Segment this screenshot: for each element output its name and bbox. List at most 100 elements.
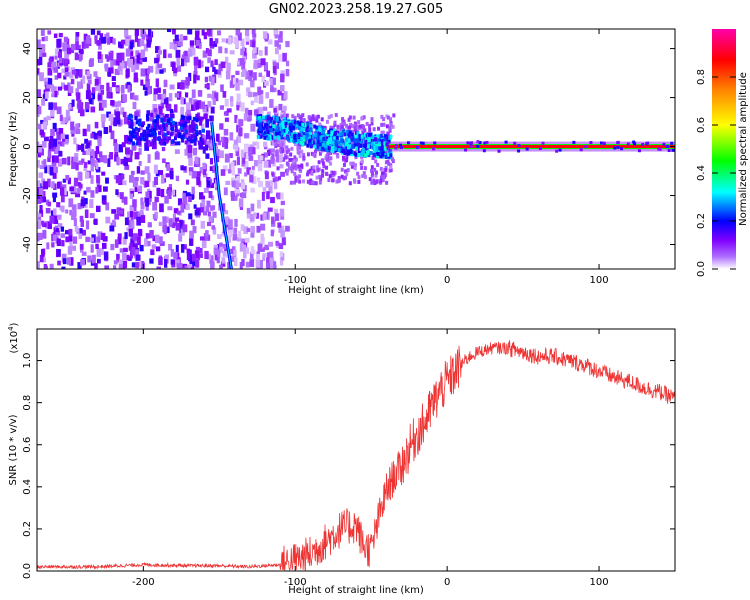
noise-cell bbox=[334, 112, 338, 117]
noise-cell bbox=[124, 38, 130, 47]
noise-cell bbox=[294, 178, 298, 183]
band-cell bbox=[182, 133, 186, 138]
noise-cell bbox=[97, 138, 102, 147]
line-halo-cell bbox=[419, 141, 423, 145]
noise-cell bbox=[201, 29, 205, 36]
noise-cell bbox=[118, 264, 124, 269]
noise-cell bbox=[337, 179, 341, 184]
band-cell bbox=[333, 146, 337, 151]
noise-cell bbox=[95, 163, 99, 170]
noise-cell bbox=[118, 59, 123, 65]
noise-cell bbox=[374, 170, 378, 175]
noise-cell bbox=[231, 249, 237, 257]
band-cell bbox=[198, 130, 202, 135]
noise-cell bbox=[72, 209, 77, 217]
noise-cell bbox=[269, 120, 275, 128]
noise-cell bbox=[101, 99, 107, 108]
noise-cell bbox=[243, 53, 248, 60]
noise-cell bbox=[220, 261, 226, 267]
band-cell bbox=[263, 123, 267, 128]
line-halo-cell bbox=[665, 145, 669, 149]
noise-cell bbox=[163, 97, 169, 105]
noise-cell bbox=[52, 170, 57, 179]
noise-cell bbox=[120, 107, 125, 115]
band-cell bbox=[318, 127, 322, 132]
noise-cell bbox=[177, 39, 183, 47]
band-cell bbox=[174, 121, 178, 126]
noise-cell bbox=[140, 29, 146, 37]
band-cell bbox=[138, 122, 142, 127]
noise-cell bbox=[260, 233, 264, 242]
noise-cell bbox=[52, 138, 58, 147]
band-cell bbox=[312, 134, 316, 139]
band-cell bbox=[361, 148, 365, 153]
noise-cell bbox=[277, 89, 282, 96]
noise-cell bbox=[90, 163, 94, 172]
y-tick-label: 0.0 bbox=[22, 563, 33, 579]
noise-cell bbox=[259, 50, 263, 56]
band-cell bbox=[179, 119, 183, 124]
noise-cell bbox=[306, 170, 310, 175]
noise-cell bbox=[129, 149, 133, 156]
noise-cell bbox=[76, 81, 81, 90]
noise-cell bbox=[110, 118, 115, 126]
band-cell bbox=[179, 123, 183, 128]
band-cell bbox=[369, 150, 373, 155]
noise-cell bbox=[296, 113, 300, 118]
noise-cell bbox=[206, 253, 211, 260]
noise-cell bbox=[344, 169, 348, 174]
noise-cell bbox=[80, 219, 84, 227]
noise-cell bbox=[257, 243, 263, 252]
noise-cell bbox=[224, 153, 230, 163]
noise-cell bbox=[191, 47, 196, 56]
noise-cell bbox=[293, 171, 297, 176]
band-cell bbox=[147, 123, 151, 128]
noise-cell bbox=[199, 192, 204, 200]
band-cell bbox=[321, 140, 325, 145]
band-cell bbox=[374, 143, 378, 148]
band-cell bbox=[297, 139, 301, 144]
line-halo-cell bbox=[613, 146, 617, 150]
noise-cell bbox=[233, 227, 238, 234]
noise-cell bbox=[217, 69, 222, 75]
band-cell bbox=[345, 137, 349, 142]
band-cell bbox=[130, 114, 134, 119]
noise-cell bbox=[75, 162, 79, 171]
noise-cell bbox=[185, 179, 190, 185]
noise-cell bbox=[115, 111, 121, 120]
band-cell bbox=[257, 135, 261, 140]
noise-cell bbox=[240, 102, 245, 112]
noise-cell bbox=[264, 145, 268, 150]
noise-cell bbox=[391, 157, 395, 162]
noise-cell bbox=[145, 88, 151, 95]
noise-cell bbox=[184, 50, 188, 57]
noise-cell bbox=[57, 141, 62, 147]
band-cell bbox=[315, 130, 319, 135]
band-cell bbox=[270, 116, 274, 121]
band-cell bbox=[345, 141, 349, 146]
line-halo-cell bbox=[385, 143, 389, 147]
band-cell bbox=[385, 135, 389, 140]
noise-cell bbox=[52, 192, 58, 198]
noise-cell bbox=[250, 100, 254, 106]
noise-cell bbox=[86, 70, 91, 77]
noise-cell bbox=[267, 252, 271, 260]
band-cell bbox=[335, 137, 339, 142]
noise-cell bbox=[325, 171, 329, 176]
noise-cell bbox=[122, 180, 127, 186]
band-cell bbox=[299, 129, 303, 134]
noise-cell bbox=[262, 253, 267, 258]
noise-cell bbox=[102, 186, 108, 192]
noise-cell bbox=[148, 65, 154, 71]
noise-cell bbox=[121, 196, 126, 203]
noise-cell bbox=[302, 153, 306, 158]
noise-cell bbox=[157, 87, 161, 93]
noise-cell bbox=[234, 218, 238, 227]
noise-cell bbox=[83, 198, 88, 205]
noise-cell bbox=[207, 57, 211, 64]
noise-cell bbox=[262, 187, 267, 194]
noise-cell bbox=[196, 176, 201, 186]
band-cell bbox=[192, 138, 196, 143]
band-cell bbox=[306, 143, 310, 148]
noise-cell bbox=[326, 157, 330, 162]
